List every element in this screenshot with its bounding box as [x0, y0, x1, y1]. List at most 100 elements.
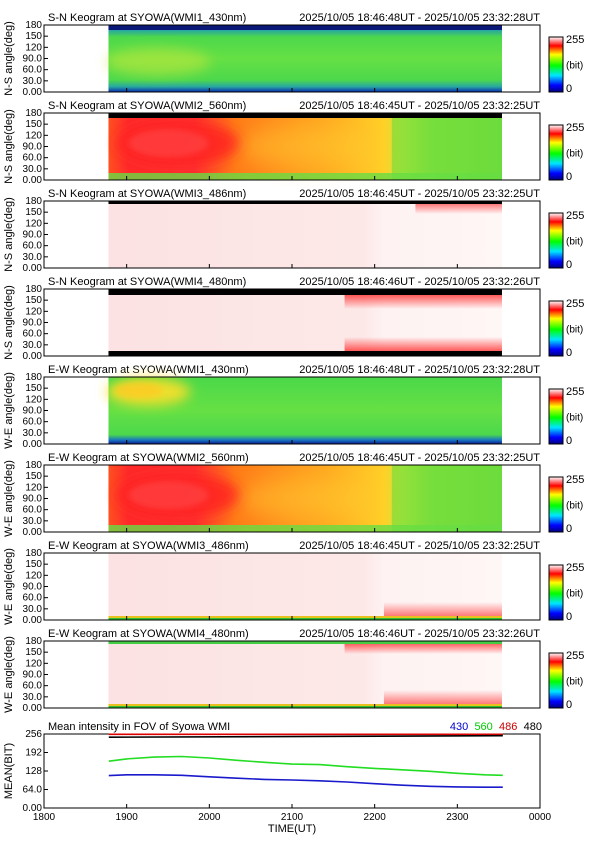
legend-entry: 560 [474, 721, 492, 733]
y-tick-label: 180 [25, 20, 42, 31]
y-axis-label: W-E angle(deg) [3, 548, 15, 625]
colorbar [548, 564, 564, 621]
y-tick-label: 0.00 [23, 175, 43, 186]
y-tick-label: 0.00 [23, 615, 43, 626]
panel-time-range: 2025/10/05 18:46:45UT - 2025/10/05 23:32… [299, 100, 540, 112]
colorbar-max: 255 [566, 386, 584, 398]
colorbar-min: 0 [566, 435, 572, 447]
y-tick-label: 0.00 [23, 351, 43, 362]
y-tick-label: 150 [25, 295, 42, 306]
x-tick-label: 1900 [116, 812, 139, 823]
aurora-bright [128, 129, 209, 158]
y-tick-label: 120 [25, 394, 42, 405]
keogram-edge-glow [344, 295, 502, 309]
panel-title: E-W Keogram at SYOWA(WMI2_560nm) [48, 452, 249, 464]
y-tick-label: 180 [25, 460, 42, 471]
y-tick-label: 120 [25, 218, 42, 229]
colorbar-min: 0 [566, 699, 572, 711]
keogram-edge [108, 618, 502, 620]
y-tick-label: 0.00 [23, 87, 43, 98]
x-tick-label: 2300 [446, 812, 469, 823]
keogram-edge-glow [383, 690, 502, 704]
x-axis-label: TIME(UT) [268, 823, 316, 835]
y-tick-label: 60.0 [23, 65, 43, 76]
panel-title: S-N Keogram at SYOWA(WMI4_480nm) [48, 276, 246, 288]
colorbar-max: 255 [566, 562, 584, 574]
colorbar-min: 0 [566, 523, 572, 535]
y-tick-label: 30.0 [23, 604, 43, 615]
keogram-edge-glow [383, 602, 502, 616]
colorbar-max: 255 [566, 298, 584, 310]
y-tick-label: 120 [25, 130, 42, 141]
y-tick-label: 90.0 [23, 318, 43, 329]
keogram-panel: S-N Keogram at SYOWA(WMI3_486nm) 2025/10/… [3, 188, 584, 274]
colorbar [548, 300, 564, 357]
colorbar [548, 36, 564, 93]
legend-entry: 480 [524, 721, 542, 733]
panel-time-range: 2025/10/05 18:46:46UT - 2025/10/05 23:32… [299, 628, 540, 640]
colorbar [548, 476, 564, 533]
colorbar-unit: (bit) [566, 325, 583, 336]
colorbar [548, 652, 564, 709]
y-tick-label: 256 [25, 729, 42, 740]
y-tick-label: 180 [25, 548, 42, 559]
colorbar-unit: (bit) [566, 413, 583, 424]
colorbar-unit: (bit) [566, 501, 583, 512]
y-tick-label: 180 [25, 284, 42, 295]
colorbar-unit: (bit) [566, 237, 583, 248]
panel-title: S-N Keogram at SYOWA(WMI2_560nm) [48, 100, 246, 112]
keogram-edge [108, 641, 502, 644]
x-tick-label: 2000 [198, 812, 221, 823]
y-tick-label: 90.0 [23, 582, 43, 593]
panel-title: E-W Keogram at SYOWA(WMI4_480nm) [48, 628, 249, 640]
y-tick-label: 128 [25, 766, 42, 777]
panel-time-range: 2025/10/05 18:46:46UT - 2025/10/05 23:32… [299, 276, 540, 288]
aurora-arc [238, 478, 379, 519]
mean-intensity-panel: Mean intensity in FOV of Syowa WMI 480 486… [3, 721, 552, 835]
colorbar-unit: (bit) [566, 589, 583, 600]
keogram-edge [108, 351, 502, 356]
colorbar-max: 255 [566, 210, 584, 222]
y-tick-label: 90.0 [23, 670, 43, 681]
colorbar-min: 0 [566, 171, 572, 183]
y-axis-label: MEAN(BIT) [3, 743, 15, 799]
y-tick-label: 150 [25, 119, 42, 130]
y-tick-label: 60.0 [23, 241, 43, 252]
emission-patch [114, 382, 163, 399]
y-tick-label: 120 [25, 482, 42, 493]
y-tick-label: 30.0 [23, 252, 43, 263]
y-tick-label: 180 [25, 196, 42, 207]
aurora-bright [128, 481, 209, 510]
colorbar [548, 124, 564, 181]
y-tick-label: 90.0 [23, 494, 43, 505]
colorbar-max: 255 [566, 474, 584, 486]
y-tick-label: 150 [25, 31, 42, 42]
y-tick-label: 60.0 [23, 505, 43, 516]
x-tick-label: 2200 [364, 812, 387, 823]
y-tick-label: 180 [25, 372, 42, 383]
colorbar-max: 255 [566, 650, 584, 662]
y-tick-label: 30.0 [23, 428, 43, 439]
y-tick-label: 90.0 [23, 142, 43, 153]
y-axis-label: N-S angle(deg) [3, 21, 15, 96]
legend-entry: 486 [499, 721, 517, 733]
colorbar-max: 255 [566, 122, 584, 134]
y-tick-label: 90.0 [23, 406, 43, 417]
y-tick-label: 30.0 [23, 164, 43, 175]
colorbar-min: 0 [566, 259, 572, 271]
keogram-edge [108, 616, 502, 618]
colorbar [548, 388, 564, 445]
panel-time-range: 2025/10/05 18:46:45UT - 2025/10/05 23:32… [299, 452, 540, 464]
series-line-430 [108, 773, 503, 789]
panel-time-range: 2025/10/05 18:46:48UT - 2025/10/05 23:32… [299, 12, 540, 24]
y-axis-label: N-S angle(deg) [3, 109, 15, 184]
y-tick-label: 30.0 [23, 516, 43, 527]
y-axis-label: W-E angle(deg) [3, 460, 15, 537]
y-tick-label: 120 [25, 306, 42, 317]
y-tick-label: 150 [25, 207, 42, 218]
keogram-edge-glow [344, 337, 502, 351]
y-tick-label: 120 [25, 658, 42, 669]
y-tick-label: 150 [25, 647, 42, 658]
panel-title: S-N Keogram at SYOWA(WMI3_486nm) [48, 188, 246, 200]
